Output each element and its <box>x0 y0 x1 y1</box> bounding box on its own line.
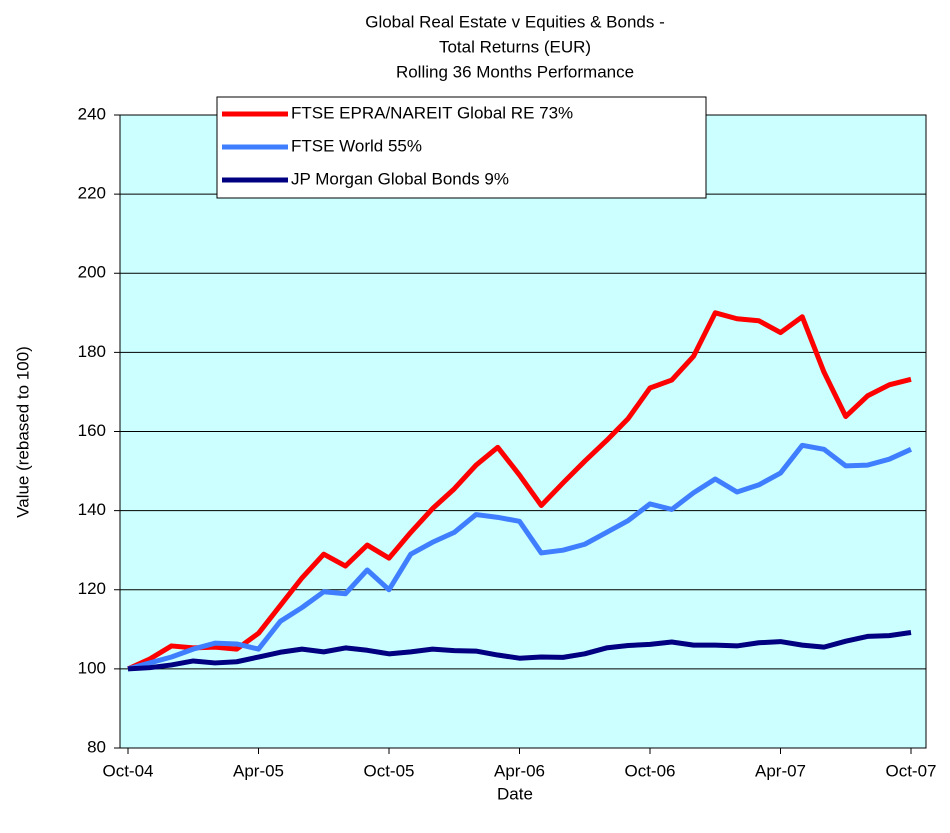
chart-title: Global Real Estate v Equities & Bonds - <box>365 12 665 31</box>
y-tick-label: 200 <box>78 263 106 282</box>
x-tick-label: Apr-06 <box>494 761 545 780</box>
x-tick-label: Oct-06 <box>624 761 675 780</box>
series-line <box>127 630 912 672</box>
x-tick-label: Oct-04 <box>102 761 153 780</box>
legend-box <box>216 96 707 199</box>
legend-label: FTSE World 55% <box>291 136 422 155</box>
y-tick-label: 100 <box>78 658 106 677</box>
chart-title: Rolling 36 Months Performance <box>396 62 634 81</box>
series-line <box>126 310 912 672</box>
chart-title: Total Returns (EUR) <box>439 37 591 56</box>
y-tick-label: 220 <box>78 184 106 203</box>
x-tick-label: Oct-05 <box>363 761 414 780</box>
y-tick-label: 180 <box>78 342 106 361</box>
y-axis-label: Value (rebased to 100) <box>13 346 32 518</box>
y-tick-label: 80 <box>87 737 106 756</box>
legend-label: FTSE EPRA/NAREIT Global RE 73% <box>291 103 573 122</box>
x-tick-label: Oct-07 <box>885 761 936 780</box>
y-tick-label: 140 <box>78 500 106 519</box>
x-tick-label: Apr-07 <box>755 761 806 780</box>
legend-label: JP Morgan Global Bonds 9% <box>291 169 509 188</box>
y-tick-label: 120 <box>78 579 106 598</box>
x-tick-label: Apr-05 <box>233 761 284 780</box>
x-axis-label: Date <box>497 784 533 803</box>
y-tick-label: 160 <box>78 421 106 440</box>
series-line <box>127 442 913 672</box>
y-tick-label: 240 <box>78 104 106 123</box>
